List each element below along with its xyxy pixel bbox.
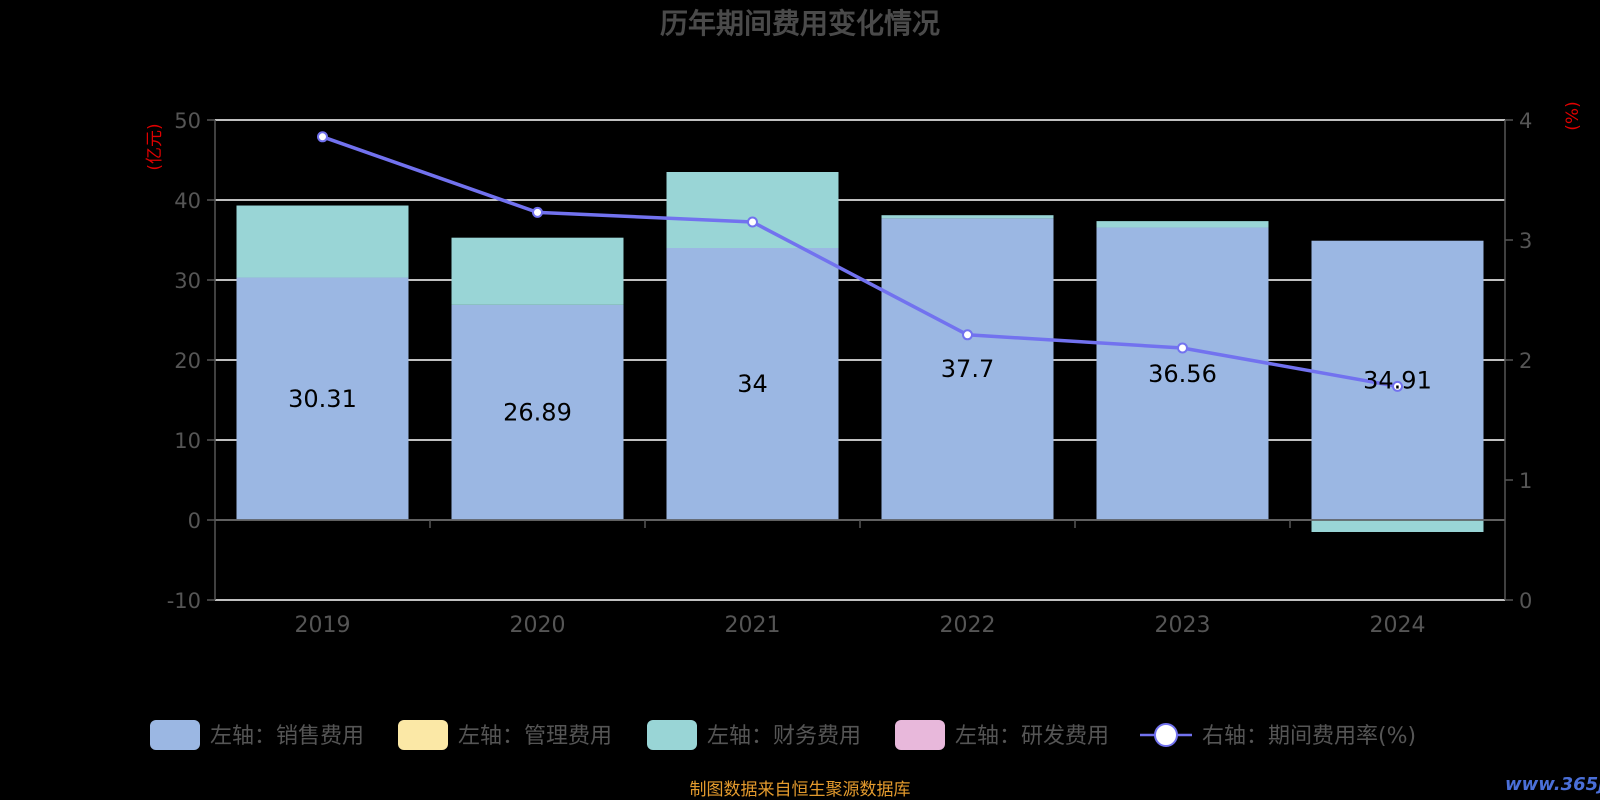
rate-point xyxy=(962,329,973,341)
chart-title: 历年期间费用变化情况 xyxy=(660,7,940,40)
left-tick-label: -10 xyxy=(167,589,201,613)
x-tick-label: 2024 xyxy=(1370,613,1426,638)
right-tick-label: 2 xyxy=(1519,349,1532,373)
legend-item[interactable]: 右轴：期间费用率(%) xyxy=(1140,723,1416,749)
rate-point xyxy=(1392,380,1403,392)
x-tick-label: 2022 xyxy=(940,613,996,638)
legend-swatch xyxy=(647,720,697,750)
legend-item[interactable]: 左轴：销售费用 xyxy=(150,720,364,750)
right-axis-unit: (%) xyxy=(1563,101,1583,130)
left-tick-label: 50 xyxy=(174,109,201,133)
rate-line xyxy=(321,135,1398,389)
watermark: www.365jz.com xyxy=(1505,774,1600,795)
left-tick-label: 30 xyxy=(174,269,201,293)
bar-segment xyxy=(451,237,624,305)
bar-segment xyxy=(236,277,409,520)
bar-layer xyxy=(236,172,1484,532)
bar-segment xyxy=(666,248,839,520)
left-tick-label: 20 xyxy=(174,349,201,373)
x-tick-label: 2019 xyxy=(295,613,351,638)
bar-segment xyxy=(1096,221,1269,228)
bar-value-label: 37.7 xyxy=(941,355,994,383)
bar-value-label: 34 xyxy=(737,370,768,398)
left-tick-label: 40 xyxy=(174,189,201,213)
bar-value-label: 36.56 xyxy=(1148,360,1217,388)
rate-point xyxy=(532,206,543,218)
legend-label: 右轴：期间费用率(%) xyxy=(1202,724,1416,749)
bar-segment xyxy=(236,205,409,278)
bar-value-label: 34.91 xyxy=(1363,366,1432,394)
rate-line-layer xyxy=(317,131,1403,392)
rate-point xyxy=(1177,342,1188,354)
x-tick-label: 2023 xyxy=(1155,613,1211,638)
bar-segment xyxy=(451,304,624,520)
legend-label: 左轴：销售费用 xyxy=(210,724,364,749)
legend-label: 左轴：管理费用 xyxy=(458,724,612,749)
x-tick-label: 2020 xyxy=(510,613,566,638)
legend-item[interactable]: 左轴：财务费用 xyxy=(647,720,861,750)
right-tick-label: 1 xyxy=(1519,469,1532,493)
left-tick-label: 10 xyxy=(174,429,201,453)
bar-segment xyxy=(881,215,1054,219)
legend-item[interactable]: 左轴：研发费用 xyxy=(895,720,1109,750)
bar-label-layer: 30.31 26.89 34 37.7 36.56 34.91 xyxy=(288,355,1432,426)
legend-swatch xyxy=(398,720,448,750)
x-tick-label: 2021 xyxy=(725,613,781,638)
right-tick-label: 3 xyxy=(1519,229,1532,253)
legend-item[interactable]: 左轴：管理费用 xyxy=(398,720,612,750)
bar-segment xyxy=(1311,240,1484,520)
left-axis-unit: (亿元) xyxy=(145,123,165,170)
legend-swatch xyxy=(150,720,200,750)
source-note: 制图数据来自恒生聚源数据库 xyxy=(690,780,911,800)
legend-swatch xyxy=(895,720,945,750)
bar-segment xyxy=(1096,227,1269,520)
bar-segment xyxy=(1311,520,1484,532)
bar-segment xyxy=(881,218,1054,520)
left-tick-label: 0 xyxy=(188,509,201,533)
legend-label: 左轴：财务费用 xyxy=(707,724,861,749)
rate-point xyxy=(317,131,328,143)
right-tick-label: 4 xyxy=(1519,109,1532,133)
rate-point xyxy=(747,216,758,228)
bar-value-label: 26.89 xyxy=(503,398,572,426)
right-tick-label: 0 xyxy=(1519,589,1532,613)
bar-segment xyxy=(666,172,839,248)
legend[interactable]: 左轴：销售费用 左轴：管理费用 左轴：财务费用 左轴：研发费用 右轴：期间费用率(%) xyxy=(150,720,1416,750)
legend-label: 左轴：研发费用 xyxy=(955,724,1109,749)
legend-marker xyxy=(1154,723,1178,747)
bar-value-label: 30.31 xyxy=(288,385,357,413)
